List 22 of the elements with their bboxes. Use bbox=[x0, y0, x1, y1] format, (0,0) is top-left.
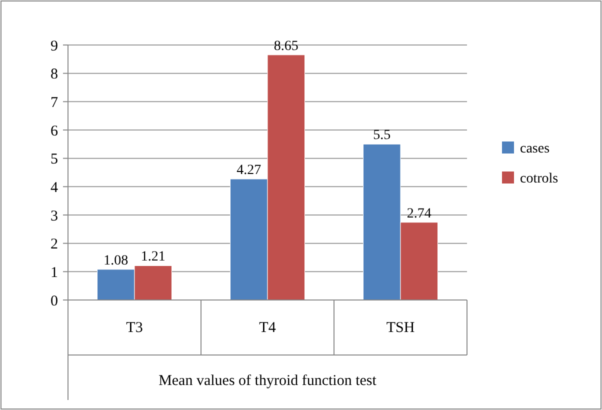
y-tick-label: 4 bbox=[50, 180, 58, 196]
y-tick-label: 6 bbox=[50, 123, 58, 140]
x-tick-label: TSH bbox=[386, 320, 415, 336]
y-tick-label: 5 bbox=[50, 152, 58, 168]
y-tick-label: 1 bbox=[50, 264, 58, 281]
data-label: 5.5 bbox=[373, 128, 391, 144]
y-tick-label: 3 bbox=[50, 208, 58, 224]
legend-label: cotrols bbox=[520, 171, 558, 186]
y-tick-label: 9 bbox=[50, 38, 58, 54]
y-tick-label: 7 bbox=[50, 94, 58, 111]
x-tick-label: T4 bbox=[259, 320, 276, 336]
y-tick-label: 8 bbox=[50, 66, 58, 83]
x-axis-title: Mean values of thyroid function test bbox=[158, 373, 378, 389]
data-label: 1.21 bbox=[140, 250, 166, 265]
y-tick-label: 0 bbox=[50, 293, 58, 310]
data-label: 1.08 bbox=[104, 253, 128, 268]
legend-label: cases bbox=[520, 141, 550, 156]
data-label: 2.74 bbox=[406, 206, 432, 222]
x-tick-label: T3 bbox=[126, 320, 143, 336]
y-tick-label: 2 bbox=[50, 236, 58, 253]
data-label: 8.65 bbox=[274, 38, 298, 54]
data-label: 4.27 bbox=[236, 163, 262, 178]
